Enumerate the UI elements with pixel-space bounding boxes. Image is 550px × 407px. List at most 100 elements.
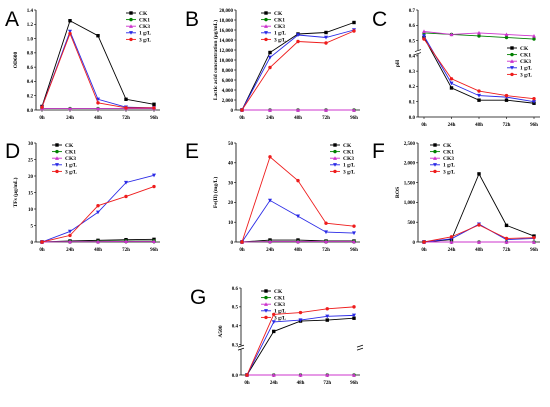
y-tick-label: 2,000: [222, 99, 234, 104]
data-point: [352, 108, 356, 112]
data-point: [68, 229, 72, 234]
y-tick-label: 2,500: [404, 142, 416, 147]
y-axis-label: Fe(II) (mg/L): [212, 177, 219, 208]
legend-marker: [333, 143, 337, 147]
x-tick-label: 24h: [266, 248, 274, 253]
y-tick-label: 20: [228, 201, 234, 206]
panel-letter: D: [5, 140, 20, 163]
axis-break-mark: [237, 347, 245, 351]
y-tick-label: 1.0: [27, 37, 34, 42]
data-point: [324, 239, 328, 244]
legend-label: 1 g/L: [274, 31, 286, 37]
y-tick-label: 8,000: [222, 69, 234, 74]
x-tick-label: 72h: [122, 248, 130, 253]
data-point: [296, 33, 300, 37]
data-point: [352, 231, 356, 236]
data-point: [352, 239, 356, 244]
x-tick-label: 48h: [297, 381, 305, 386]
data-point: [68, 31, 72, 36]
data-point: [296, 108, 300, 112]
y-tick-label: 1,500: [404, 181, 416, 186]
panel-f: F 0 500 1,000 1,500 2,000 2,500 0h 24h 48h 72h 96h R…: [372, 140, 540, 253]
panel-letter: B: [185, 8, 199, 31]
legend-marker: [55, 143, 59, 147]
data-point: [449, 86, 454, 90]
legend-marker: [264, 315, 268, 320]
series-ck: [422, 172, 536, 244]
data-point: [504, 32, 509, 37]
data-point: [124, 180, 128, 185]
series-line: [423, 172, 535, 243]
legend-marker: [129, 17, 133, 22]
y-tick-label: 0: [31, 241, 34, 246]
series-1-g-l: [245, 313, 356, 377]
legend-marker: [55, 156, 59, 160]
data-point: [96, 101, 100, 105]
axis-break-mark: [414, 52, 422, 55]
legend-label: CK: [274, 11, 283, 17]
legend-label: 1 g/L: [274, 309, 286, 315]
data-point: [477, 30, 481, 35]
y-tick-label: 2,000: [404, 162, 416, 167]
y-axis-label: pH: [395, 59, 401, 67]
y-axis-label: OD600: [13, 52, 19, 69]
data-point: [152, 106, 156, 110]
x-tick-label: 0h: [39, 116, 45, 121]
y-tick-label: 0.0: [232, 374, 239, 379]
y-tick-label: 20,000: [219, 9, 233, 14]
data-point: [477, 98, 481, 102]
data-point: [477, 223, 481, 227]
legend-label: CK: [343, 143, 352, 149]
legend-marker: [264, 295, 268, 300]
data-point: [352, 20, 356, 25]
y-tick-label: 0.7: [409, 9, 416, 14]
axis-break-gap: [238, 345, 244, 350]
data-point: [298, 373, 303, 377]
data-point: [422, 240, 426, 244]
y-axis-label: Lactic acid concentration (μg/mL): [212, 20, 219, 100]
data-point: [504, 236, 509, 241]
y-tick-label: 1.4: [27, 9, 34, 14]
y-tick-label: 0.4: [27, 80, 34, 85]
legend-label: 1 g/L: [65, 163, 77, 169]
axis-break-mark: [356, 344, 364, 348]
data-point: [504, 98, 509, 102]
data-point: [325, 373, 330, 377]
x-tick-label: 72h: [122, 116, 130, 121]
legend-label: CK1: [139, 18, 150, 24]
data-point: [352, 313, 356, 318]
legend-marker: [433, 163, 437, 167]
x-tick-label: 24h: [270, 381, 278, 386]
data-point: [96, 106, 100, 111]
x-tick-label: 48h: [94, 248, 102, 253]
y-tick-label: 0.3: [409, 70, 416, 75]
data-point: [268, 55, 272, 60]
y-axis-label: TFs (μg/mL): [12, 177, 19, 207]
y-tick-label: 0.2: [409, 85, 416, 90]
data-point: [324, 41, 328, 45]
data-point: [324, 230, 328, 235]
data-point: [504, 35, 509, 40]
series-line: [246, 317, 355, 376]
panel-c: C 0.0 0.1 0.2 0.3 0.4 0.5 0.6 0.7 0h 24h 48h 72h 96h p…: [372, 8, 540, 128]
data-point: [296, 239, 300, 244]
y-tick-label: 10: [228, 221, 234, 226]
x-tick-label: 0h: [244, 381, 250, 386]
axis-break-gap: [415, 50, 421, 55]
legend-label: 3 g/L: [343, 169, 355, 175]
data-point: [449, 77, 454, 81]
data-point: [352, 316, 356, 320]
series-1-g-l: [422, 34, 536, 104]
y-tick-label: 15: [28, 191, 34, 196]
legend-marker: [510, 52, 514, 57]
data-point: [324, 35, 328, 40]
x-tick-label: 48h: [294, 116, 302, 121]
data-point: [96, 204, 100, 208]
series-ck3: [422, 29, 536, 38]
legend-label: CK3: [274, 302, 285, 308]
legend-label: 3 g/L: [443, 169, 455, 175]
